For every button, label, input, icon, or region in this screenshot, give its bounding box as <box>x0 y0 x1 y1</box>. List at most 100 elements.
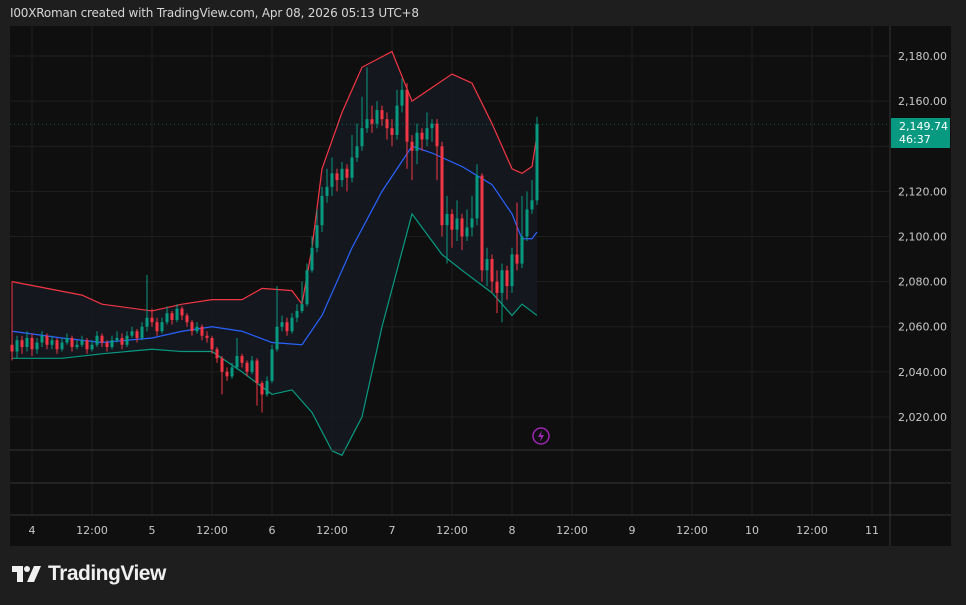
candle-body <box>310 247 314 271</box>
candle-body <box>335 173 339 181</box>
candle-body <box>80 340 84 345</box>
lower-band-line <box>12 212 538 457</box>
candle-body <box>330 173 334 187</box>
candle-body <box>495 281 499 293</box>
brand-name: TradingView <box>48 562 166 585</box>
candle-body <box>445 213 449 226</box>
candle-body <box>425 128 429 140</box>
current-price-label: 2,149.74 46:37 <box>891 118 950 148</box>
candle-body <box>85 340 89 350</box>
candle-body <box>385 119 389 129</box>
candle-body <box>325 186 329 196</box>
basis-line <box>11 145 538 346</box>
price-tick-label: 2,040.00 <box>898 366 947 379</box>
candle-body <box>365 119 369 129</box>
candle-body <box>230 367 234 377</box>
time-tick-label: 12:00 <box>76 524 108 537</box>
candle-body <box>400 89 404 106</box>
candle-body <box>290 317 294 332</box>
time-tick-label: 7 <box>389 524 396 537</box>
candle-body <box>280 322 284 327</box>
price-tick-label: 2,100.00 <box>898 230 947 243</box>
candle-body <box>205 335 209 338</box>
candle-body <box>390 128 394 135</box>
candle-body <box>340 168 344 181</box>
candle-body <box>375 110 379 124</box>
candle-body <box>460 218 464 237</box>
candle-body <box>485 259 489 271</box>
time-axis[interactable]: 4 12:00 5 12:00 6 12:00 7 12:00 8 12:00 9 12:00 10 12… <box>29 524 880 537</box>
time-tick-label: 10 <box>745 524 759 537</box>
candle-body <box>455 218 459 230</box>
time-tick-label: 5 <box>149 524 156 537</box>
price-tick-label: 2,020.00 <box>898 411 947 424</box>
candle-body <box>180 308 184 316</box>
candle-body <box>40 335 44 343</box>
bar-countdown: 46:37 <box>899 133 931 146</box>
candle-body <box>60 342 64 350</box>
candle-body <box>360 128 364 147</box>
candle-body <box>150 317 154 323</box>
candle-body <box>465 227 469 237</box>
candle-body <box>405 89 409 142</box>
candle-body <box>490 259 494 282</box>
candles <box>10 67 890 413</box>
time-tick-label: 12:00 <box>316 524 348 537</box>
time-tick-label: 8 <box>509 524 516 537</box>
candle-body <box>20 340 24 348</box>
time-tick-label: 11 <box>865 524 879 537</box>
candle-body <box>75 344 79 348</box>
candle-body <box>395 105 399 135</box>
candle-body <box>160 322 164 332</box>
candle-body <box>165 313 169 323</box>
price-axis[interactable]: 2,020.00 2,040.00 2,060.00 2,080.00 2,100.00… <box>898 50 947 424</box>
time-tick-label: 6 <box>269 524 276 537</box>
candle-body <box>130 331 134 336</box>
candle-body <box>140 326 144 338</box>
candle-body <box>50 340 54 345</box>
candle-body <box>500 270 504 293</box>
candle-body <box>35 342 39 350</box>
candle-body <box>240 356 244 363</box>
time-tick-label: 12:00 <box>196 524 228 537</box>
candle-body <box>480 175 484 271</box>
price-tick-label: 2,060.00 <box>898 321 947 334</box>
time-tick-label: 9 <box>629 524 636 537</box>
candle-body <box>235 356 239 368</box>
price-tick-label: 2,120.00 <box>898 185 947 198</box>
candle-body <box>135 331 139 338</box>
candle-body <box>210 338 214 350</box>
candle-body <box>120 338 124 345</box>
candle-body <box>70 338 74 348</box>
candle-body <box>355 146 359 158</box>
candle-body <box>255 360 259 384</box>
candle-body <box>415 132 419 151</box>
candle-body <box>65 338 69 343</box>
time-tick-label: 12:00 <box>436 524 468 537</box>
candle-body <box>110 340 114 348</box>
time-tick-label: 4 <box>29 524 36 537</box>
lightning-icon[interactable] <box>532 427 550 445</box>
candle-body <box>275 326 279 350</box>
candle-body <box>505 270 509 287</box>
candle-body <box>55 340 59 350</box>
candle-body <box>100 335 104 343</box>
candle-body <box>200 326 204 336</box>
candle-body <box>285 322 289 332</box>
candle-body <box>380 110 384 120</box>
candle-body <box>190 322 194 332</box>
candle-body <box>25 338 29 348</box>
candle-body <box>530 200 534 210</box>
candle-body <box>45 335 49 345</box>
candle-body <box>535 124 539 201</box>
candle-body <box>440 146 444 226</box>
candle-body <box>345 168 349 178</box>
candle-body <box>125 335 129 345</box>
candle-body <box>510 254 514 287</box>
candle-body <box>115 338 119 341</box>
tradingview-logo-icon <box>12 566 41 582</box>
tradingview-logo[interactable]: TradingView <box>12 562 166 586</box>
price-tick-label: 2,160.00 <box>898 95 947 108</box>
candle-body <box>410 141 414 151</box>
